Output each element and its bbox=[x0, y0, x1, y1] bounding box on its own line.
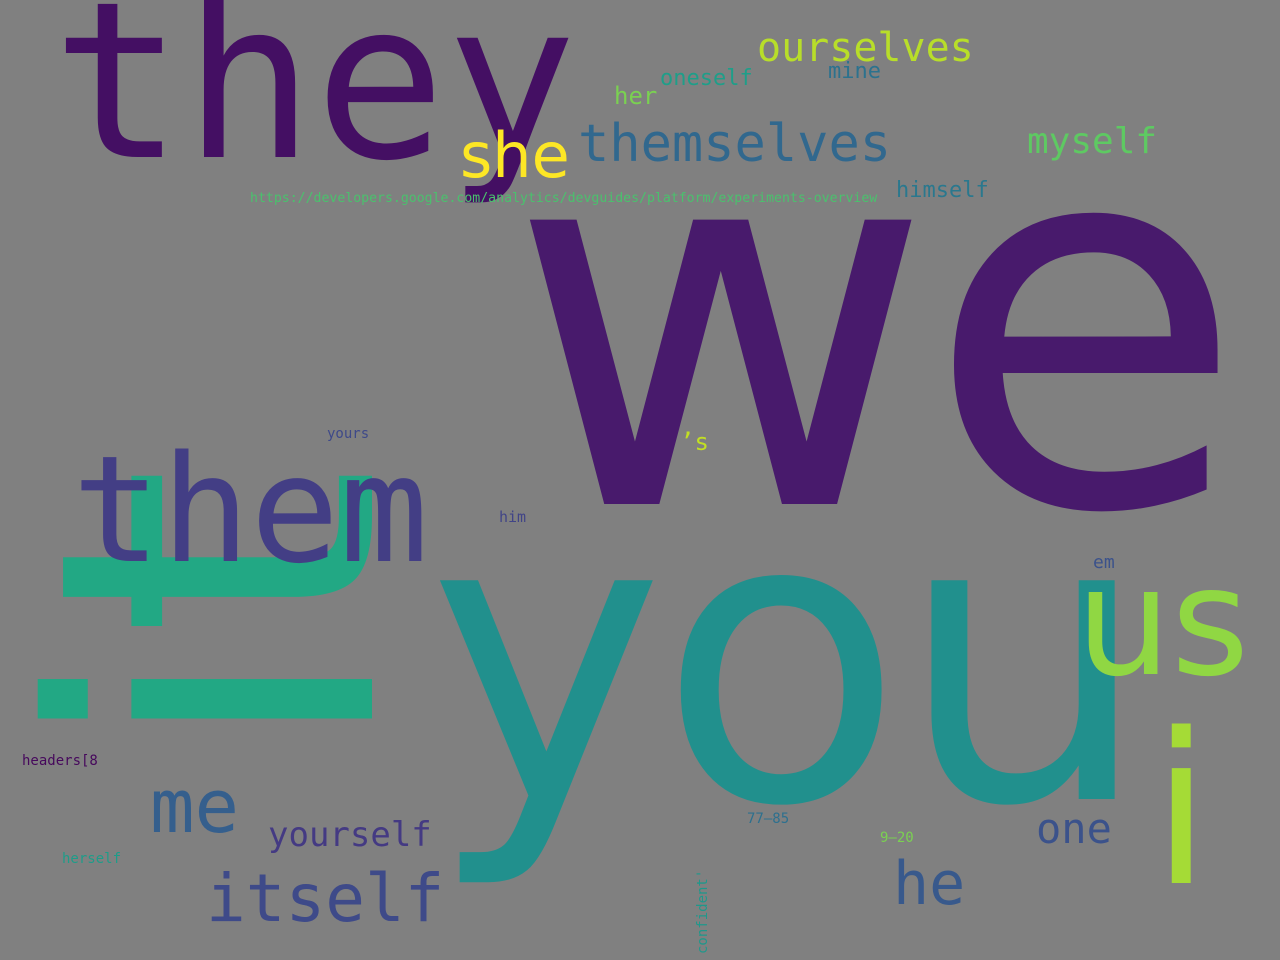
word-ourselves: ourselves bbox=[757, 25, 974, 71]
word-me: me bbox=[150, 764, 240, 850]
word-em: em bbox=[1093, 552, 1115, 573]
word-yours: yours bbox=[327, 426, 370, 442]
word-himself: himself bbox=[896, 178, 989, 203]
word-we: we bbox=[508, 21, 1245, 627]
word-myself: myself bbox=[1027, 121, 1158, 162]
word-you: you bbox=[428, 429, 1151, 894]
word-range-77-85: 77–85 bbox=[747, 811, 790, 827]
word-she: she bbox=[460, 119, 570, 192]
word-him: him bbox=[499, 508, 527, 526]
word-range-9-20: 9–20 bbox=[880, 830, 914, 846]
word-yourself: yourself bbox=[268, 815, 432, 855]
word-her: her bbox=[614, 82, 658, 110]
word-they: they bbox=[52, 0, 577, 209]
word-url: https://developers.google.com/analytics/… bbox=[250, 191, 878, 206]
word-herself: herself bbox=[62, 851, 122, 867]
word-one: one bbox=[1036, 804, 1112, 853]
word-mine: mine bbox=[828, 59, 881, 84]
word-i: i bbox=[1152, 688, 1211, 933]
word-oneself: oneself bbox=[660, 66, 753, 91]
word-apos-s: ’s bbox=[680, 428, 709, 456]
word-itself: itself bbox=[206, 860, 445, 937]
word-confident: confident' bbox=[695, 869, 711, 954]
word-them: them bbox=[72, 424, 429, 596]
word-he: he bbox=[893, 849, 966, 919]
word-headers: headers[8 bbox=[22, 753, 98, 769]
word-themselves: themselves bbox=[578, 114, 892, 174]
word-us: us bbox=[1076, 536, 1250, 710]
